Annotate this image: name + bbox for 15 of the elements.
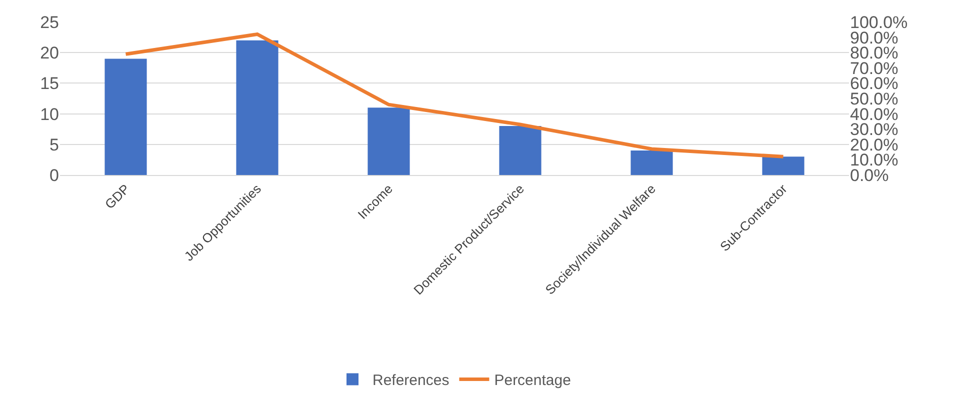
y-tick-label: 25 [40, 12, 59, 32]
y-tick-label: 0 [50, 166, 59, 185]
bar [499, 126, 542, 175]
legend-label: Percentage [494, 372, 571, 390]
bar [236, 40, 278, 175]
y-tick-label: 5 [50, 135, 59, 154]
bar [630, 150, 673, 175]
y-tick-label: 10 [40, 104, 59, 124]
bar [368, 108, 410, 175]
legend-label: References [372, 372, 450, 390]
line-series [124, 32, 785, 158]
y-tick-label: 20 [40, 44, 59, 63]
bar [104, 58, 147, 175]
bar [762, 156, 804, 175]
y-tick-label: 15 [40, 74, 59, 94]
